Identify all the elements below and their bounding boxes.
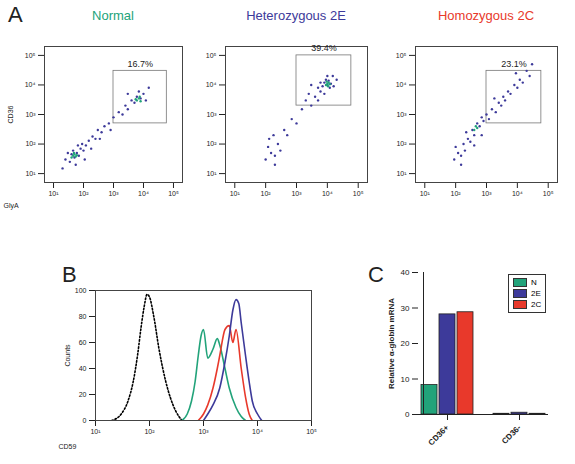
- html-text:Normal: Normal: [92, 8, 134, 23]
- svg-text:10⁵: 10⁵: [353, 190, 364, 197]
- svg-text:16.7%: 16.7%: [127, 59, 153, 69]
- svg-text:39.4%: 39.4%: [311, 43, 337, 53]
- svg-text:0: 0: [405, 410, 410, 419]
- html-text:B: B: [62, 262, 77, 287]
- html-text:C: C: [368, 262, 384, 287]
- svg-text:CD36-: CD36-: [500, 423, 523, 446]
- svg-text:10¹: 10¹: [396, 170, 407, 177]
- svg-text:10⁴: 10⁴: [322, 190, 333, 197]
- svg-text:10²: 10²: [451, 190, 462, 197]
- html-text:A: A: [8, 2, 23, 27]
- svg-text:10²: 10²: [78, 190, 89, 197]
- svg-text:10²: 10²: [25, 140, 36, 147]
- svg-text:10¹: 10¹: [420, 190, 431, 197]
- html-text:2C: 2C: [531, 300, 542, 309]
- svg-text:40: 40: [401, 268, 410, 277]
- svg-text:10³: 10³: [291, 190, 302, 197]
- svg-text:10³: 10³: [396, 111, 407, 118]
- svg-text:0: 0: [83, 417, 87, 424]
- svg-text:10¹: 10¹: [206, 170, 217, 177]
- svg-text:10⁵: 10⁵: [396, 52, 407, 59]
- svg-text:100: 100: [75, 287, 87, 294]
- svg-text:Relative α-globin mRNA: Relative α-globin mRNA: [387, 298, 396, 389]
- svg-text:10¹: 10¹: [48, 190, 59, 197]
- svg-text:10²: 10²: [261, 190, 272, 197]
- svg-text:10¹: 10¹: [230, 190, 241, 197]
- svg-text:20: 20: [401, 339, 410, 348]
- svg-text:80: 80: [79, 313, 87, 320]
- svg-text:10⁴: 10⁴: [396, 81, 407, 88]
- svg-text:10²: 10²: [206, 140, 217, 147]
- svg-text:10⁴: 10⁴: [25, 81, 36, 88]
- svg-text:10⁵: 10⁵: [25, 52, 36, 59]
- html-text:N: N: [531, 278, 537, 287]
- svg-text:CD36+: CD36+: [427, 423, 451, 447]
- svg-text:10⁵: 10⁵: [306, 428, 317, 435]
- svg-text:10³: 10³: [198, 428, 209, 435]
- svg-text:10⁴: 10⁴: [206, 81, 217, 88]
- svg-text:10⁵: 10⁵: [543, 190, 554, 197]
- svg-text:10¹: 10¹: [25, 170, 36, 177]
- svg-text:10⁴: 10⁴: [512, 190, 523, 197]
- svg-text:10³: 10³: [481, 190, 492, 197]
- svg-text:40: 40: [79, 365, 87, 372]
- svg-text:10¹: 10¹: [90, 428, 101, 435]
- svg-text:20: 20: [79, 391, 87, 398]
- svg-text:60: 60: [79, 339, 87, 346]
- svg-text:10³: 10³: [206, 111, 217, 118]
- svg-text:10³: 10³: [25, 111, 36, 118]
- html-text:2E: 2E: [531, 289, 541, 298]
- svg-text:10⁵: 10⁵: [206, 52, 217, 59]
- svg-text:23.1%: 23.1%: [501, 59, 527, 69]
- html-text:Homozygous 2C: Homozygous 2C: [437, 8, 535, 23]
- html-text:Heterozygous 2E: Heterozygous 2E: [246, 8, 346, 23]
- svg-text:10⁴: 10⁴: [252, 428, 263, 435]
- svg-text:GlyA: GlyA: [4, 202, 20, 210]
- svg-text:10²: 10²: [396, 140, 407, 147]
- svg-text:CD59: CD59: [59, 443, 77, 450]
- svg-text:Counts: Counts: [64, 344, 71, 367]
- svg-text:10⁵: 10⁵: [168, 190, 179, 197]
- svg-text:10⁴: 10⁴: [138, 190, 149, 197]
- svg-text:10³: 10³: [108, 190, 119, 197]
- svg-text:10²: 10²: [144, 428, 155, 435]
- svg-text:10: 10: [401, 375, 410, 384]
- svg-text:CD36: CD36: [7, 105, 14, 123]
- svg-text:30: 30: [401, 304, 410, 313]
